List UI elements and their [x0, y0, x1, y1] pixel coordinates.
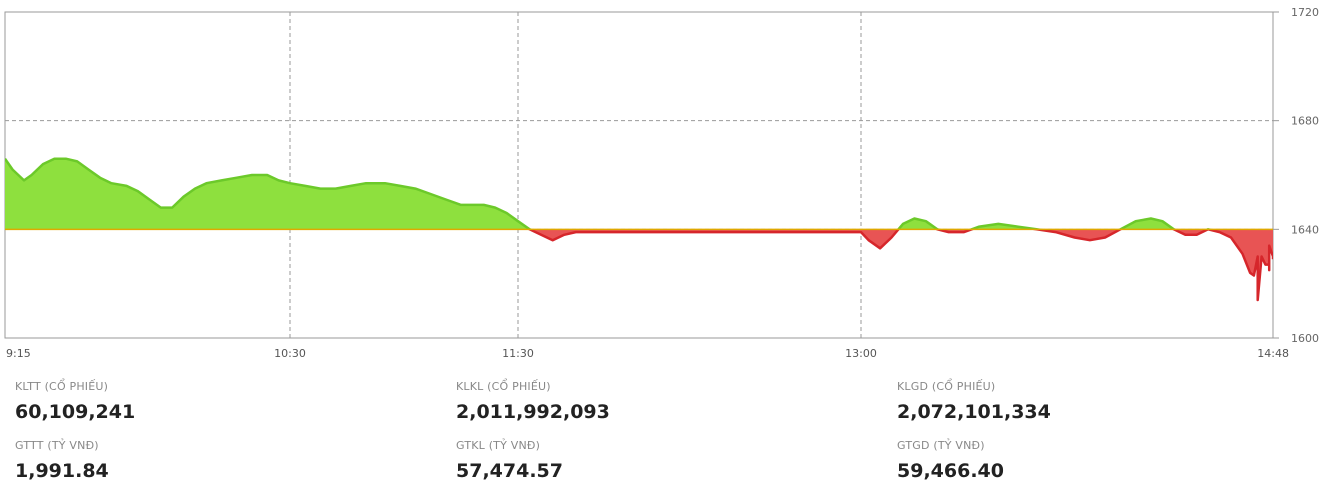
plot-frame: [4, 11, 1274, 339]
klgd-stat: KLGD (CỔ PHIẾU) 2,072,101,334: [897, 380, 1051, 423]
market-stats: KLTT (CỔ PHIẾU) 60,109,241 GTTT (TỶ VNĐ)…: [0, 372, 1323, 496]
gtgd-stat: GTGD (TỶ VNĐ) 59,466.40: [897, 439, 1004, 482]
x-tick-label: 9:15: [6, 347, 31, 360]
x-tick-label: 10:30: [274, 347, 306, 360]
klkl-stat: KLKL (CỔ PHIẾU) 2,011,992,093: [456, 380, 610, 423]
klkl-label: KLKL (CỔ PHIẾU): [456, 380, 551, 393]
klkl-value: 2,011,992,093: [456, 401, 610, 423]
intraday-index-chart: 1720 1680 1640 1600 9:15 10:30 11:30 13:00 14:48: [4, 6, 1319, 360]
y-tick-label: 1600: [1291, 332, 1319, 345]
kltt-stat: KLTT (CỔ PHIẾU) 60,109,241: [15, 380, 135, 423]
klgd-label: KLGD (CỔ PHIẾU): [897, 380, 996, 393]
y-tick-label: 1640: [1291, 223, 1319, 236]
gtkl-stat: GTKL (TỶ VNĐ) 57,474.57: [456, 439, 563, 482]
gtkl-label: GTKL (TỶ VNĐ): [456, 439, 541, 452]
klgd-value: 2,072,101,334: [897, 401, 1051, 423]
gtkl-value: 57,474.57: [456, 460, 563, 482]
gttt-label: GTTT (TỶ VNĐ): [15, 439, 99, 452]
gttt-stat: GTTT (TỶ VNĐ) 1,991.84: [15, 439, 109, 482]
x-tick-label: 14:48: [1257, 347, 1289, 360]
up-line: [5, 157, 1214, 230]
x-tick-label: 13:00: [845, 347, 877, 360]
kltt-label: KLTT (CỔ PHIẾU): [15, 380, 109, 393]
y-tick-label: 1720: [1291, 6, 1319, 19]
up-area: [5, 158, 1273, 230]
x-tick-label: 11:30: [502, 347, 534, 360]
gttt-value: 1,991.84: [15, 460, 109, 482]
gtgd-value: 59,466.40: [897, 460, 1004, 482]
down-line: [527, 229, 1273, 302]
kltt-value: 60,109,241: [15, 401, 136, 423]
gtgd-label: GTGD (TỶ VNĐ): [897, 439, 985, 452]
y-tick-label: 1680: [1291, 115, 1319, 128]
